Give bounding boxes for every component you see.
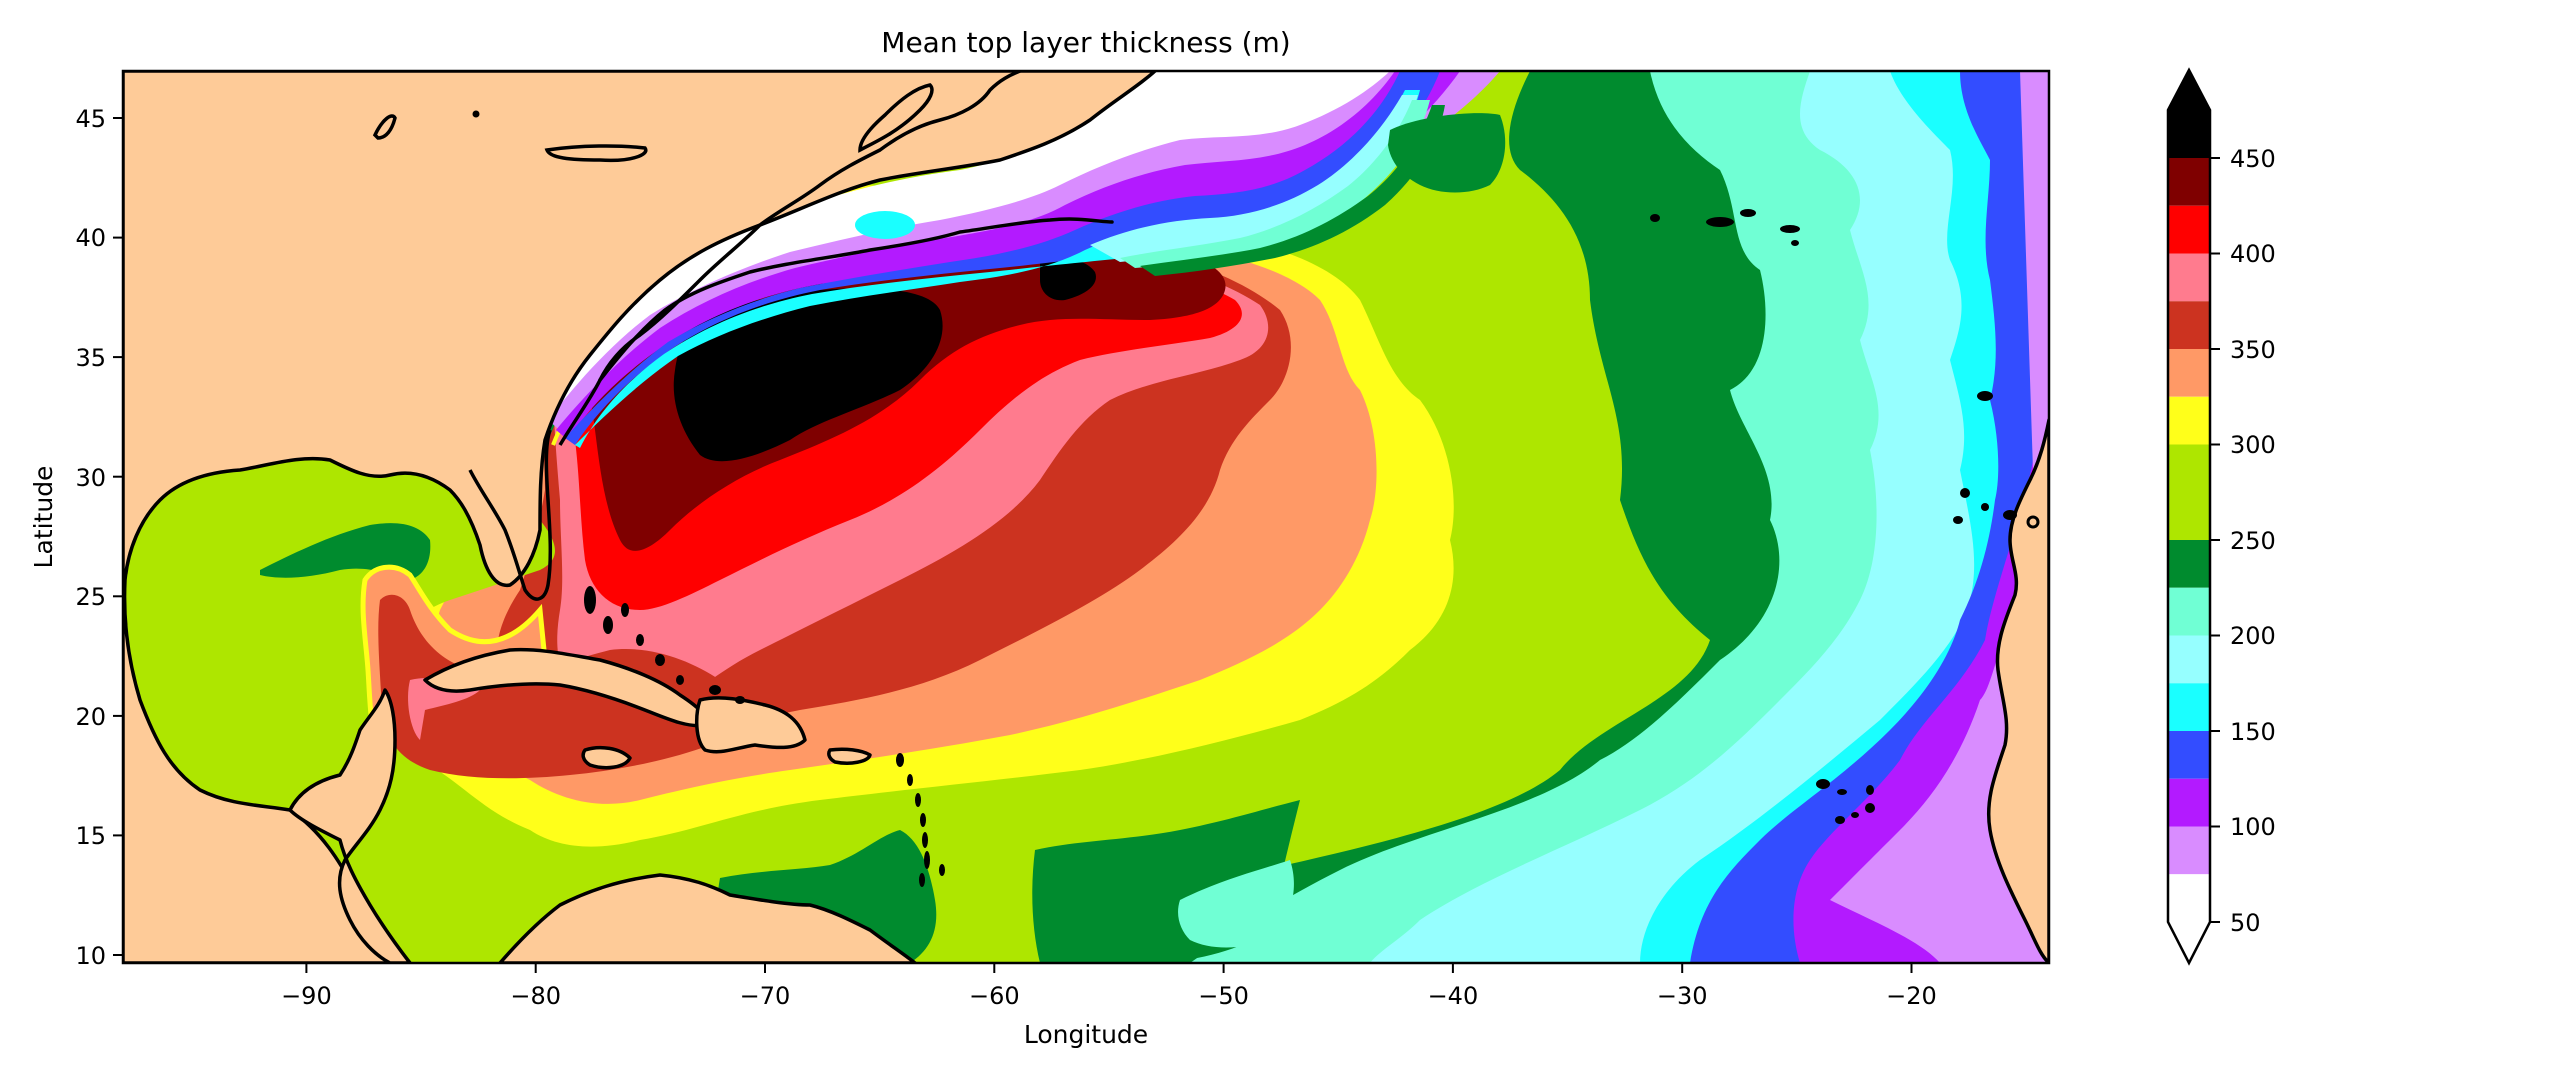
slope-water-green (1140, 105, 1445, 276)
x-tick-label: −70 (740, 982, 791, 1010)
colorbar-tick-label: 150 (2230, 718, 2276, 746)
slope-water-pale-cyan (1090, 95, 1418, 262)
gulf-stream-path (598, 217, 1114, 382)
coastline-nova-scotia (858, 83, 934, 153)
x-tick-label: −30 (1657, 982, 1708, 1010)
colorbar-tick-label: 300 (2230, 431, 2276, 459)
islands (584, 209, 2040, 887)
colorbar-extend-min (2168, 922, 2210, 963)
x-tick-label: −90 (281, 982, 332, 1010)
x-tick-label: −60 (969, 982, 1020, 1010)
colorbar-tick-label: 450 (2230, 145, 2276, 173)
y-tick-label: 25 (75, 583, 106, 611)
y-axis-label: Latitude (29, 466, 58, 569)
y-tick-label: 35 (75, 344, 106, 372)
land-central-america (288, 688, 412, 963)
band-gt450-north (1040, 258, 1096, 301)
land-hispaniola (694, 696, 807, 754)
colorbar-tick-label: 100 (2230, 813, 2276, 841)
band-75-100-east (1830, 71, 2049, 963)
chart-title: Mean top layer thickness (m) (881, 26, 1290, 59)
lake-outline (472, 110, 480, 118)
colorbar: 50 100 150 200 250 300 350 400 450 (2166, 67, 2276, 966)
x-axis: −90 −80 −70 −60 −50 −40 −30 −20 Longitud… (281, 963, 1937, 1049)
band-225-250-patch (1388, 113, 1506, 193)
land-north-america (123, 71, 1157, 963)
colorbar-tick-label: 350 (2230, 336, 2276, 364)
y-tick-label: 45 (75, 105, 106, 133)
land-south-america (498, 873, 917, 963)
y-axis: 10 15 20 25 30 35 40 45 Latitude (29, 105, 123, 970)
x-tick-label: −80 (510, 982, 561, 1010)
land-africa (1986, 418, 2049, 963)
southern-aquamarine (1178, 860, 1294, 948)
coastline-florida (468, 429, 553, 601)
colorbar-tick-label: 50 (2230, 909, 2261, 937)
y-tick-label: 30 (75, 464, 106, 492)
lake-outline (544, 144, 648, 163)
lake-outline (372, 114, 397, 140)
colorbar-extend-max (2168, 70, 2210, 110)
band-gt450-main (673, 288, 943, 462)
y-tick-label: 40 (75, 224, 106, 252)
x-tick-label: −20 (1886, 982, 1937, 1010)
y-tick-label: 15 (75, 822, 106, 850)
colorbar-tick-label: 250 (2230, 527, 2276, 555)
x-tick-label: −50 (1198, 982, 1249, 1010)
slope-water-blue (565, 71, 1440, 445)
contour-map (123, 71, 2049, 963)
caribbean-brick (378, 594, 734, 779)
caribbean-pink (408, 678, 480, 740)
x-axis-label: Longitude (1024, 1020, 1148, 1049)
land-puerto-rico (827, 747, 872, 765)
colorbar-tick-label: 400 (2230, 240, 2276, 268)
slope-water-aquamarine (1120, 100, 1430, 268)
plot-frame (121, 69, 2051, 965)
coastline-northeast (558, 71, 1021, 446)
cold-eddy-cyan (855, 211, 915, 239)
y-tick-label: 10 (75, 942, 106, 970)
y-tick-label: 20 (75, 703, 106, 731)
land-jamaica (581, 745, 632, 770)
colorbar-tick-label: 200 (2230, 622, 2276, 650)
x-tick-label: −40 (1428, 982, 1479, 1010)
gulf-of-mexico-lime (149, 489, 555, 743)
